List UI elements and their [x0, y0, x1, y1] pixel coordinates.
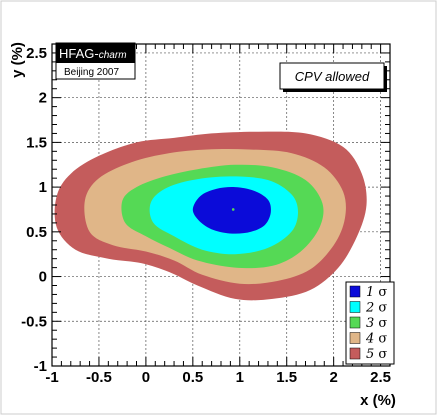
legend-label-1: 1 σ	[366, 285, 387, 300]
legend: 1 σ2 σ3 σ4 σ5 σ	[345, 281, 395, 365]
x-tick-label: 0.5	[182, 369, 203, 386]
legend-label-5: 5 σ	[366, 347, 387, 362]
y-tick-label: -1	[34, 358, 47, 375]
legend-label-4: 4 σ	[365, 332, 387, 347]
legend-swatch-4	[349, 332, 361, 344]
central-value-marker	[231, 208, 235, 211]
legend-swatch-2	[349, 301, 361, 313]
legend-label-3: 3 σ	[366, 316, 387, 331]
contour-1-sigma	[192, 187, 271, 234]
x-tick-label: 2.5	[370, 369, 391, 386]
x-axis-title: x (%)	[360, 392, 396, 409]
x-tick-label: 0	[142, 369, 150, 386]
legend-swatch-5	[349, 347, 361, 360]
legend-swatch-3	[349, 316, 361, 329]
hfag-logo: HFAG-charm Beijing 2007	[55, 42, 136, 80]
legend-label-2: 2 σ	[365, 301, 387, 316]
cpv-note: CPV allowed	[295, 69, 370, 84]
y-tick-label: -0.5	[21, 313, 47, 330]
x-tick-label: 1	[236, 369, 244, 386]
y-tick-label: 1.5	[26, 134, 47, 151]
x-tick-label: -0.5	[86, 369, 112, 386]
tick-layer: -1 -0.5 0 0.5 1 1.5 2 2.5 -1 -0.5 0 0.5 1 1.5 2 2.5	[21, 43, 391, 386]
y-axis-title: y (%)	[9, 42, 26, 78]
cpv-note-box: CPV allowed	[279, 62, 387, 92]
x-tick-label: 2	[329, 369, 337, 386]
contour-layer	[54, 131, 367, 301]
y-tick-label: 1	[39, 179, 47, 196]
y-tick-label: 0.5	[26, 224, 47, 241]
logo-text: HFAG-charm	[59, 46, 127, 61]
y-tick-label: 2.5	[26, 45, 47, 62]
x-tick-label: -1	[45, 369, 58, 386]
y-tick-label: 0	[39, 269, 47, 286]
legend-swatch-1	[349, 285, 361, 298]
y-tick-label: 2	[39, 90, 47, 107]
conference-label: Beijing 2007	[64, 67, 119, 78]
x-tick-label: 1.5	[276, 369, 297, 386]
